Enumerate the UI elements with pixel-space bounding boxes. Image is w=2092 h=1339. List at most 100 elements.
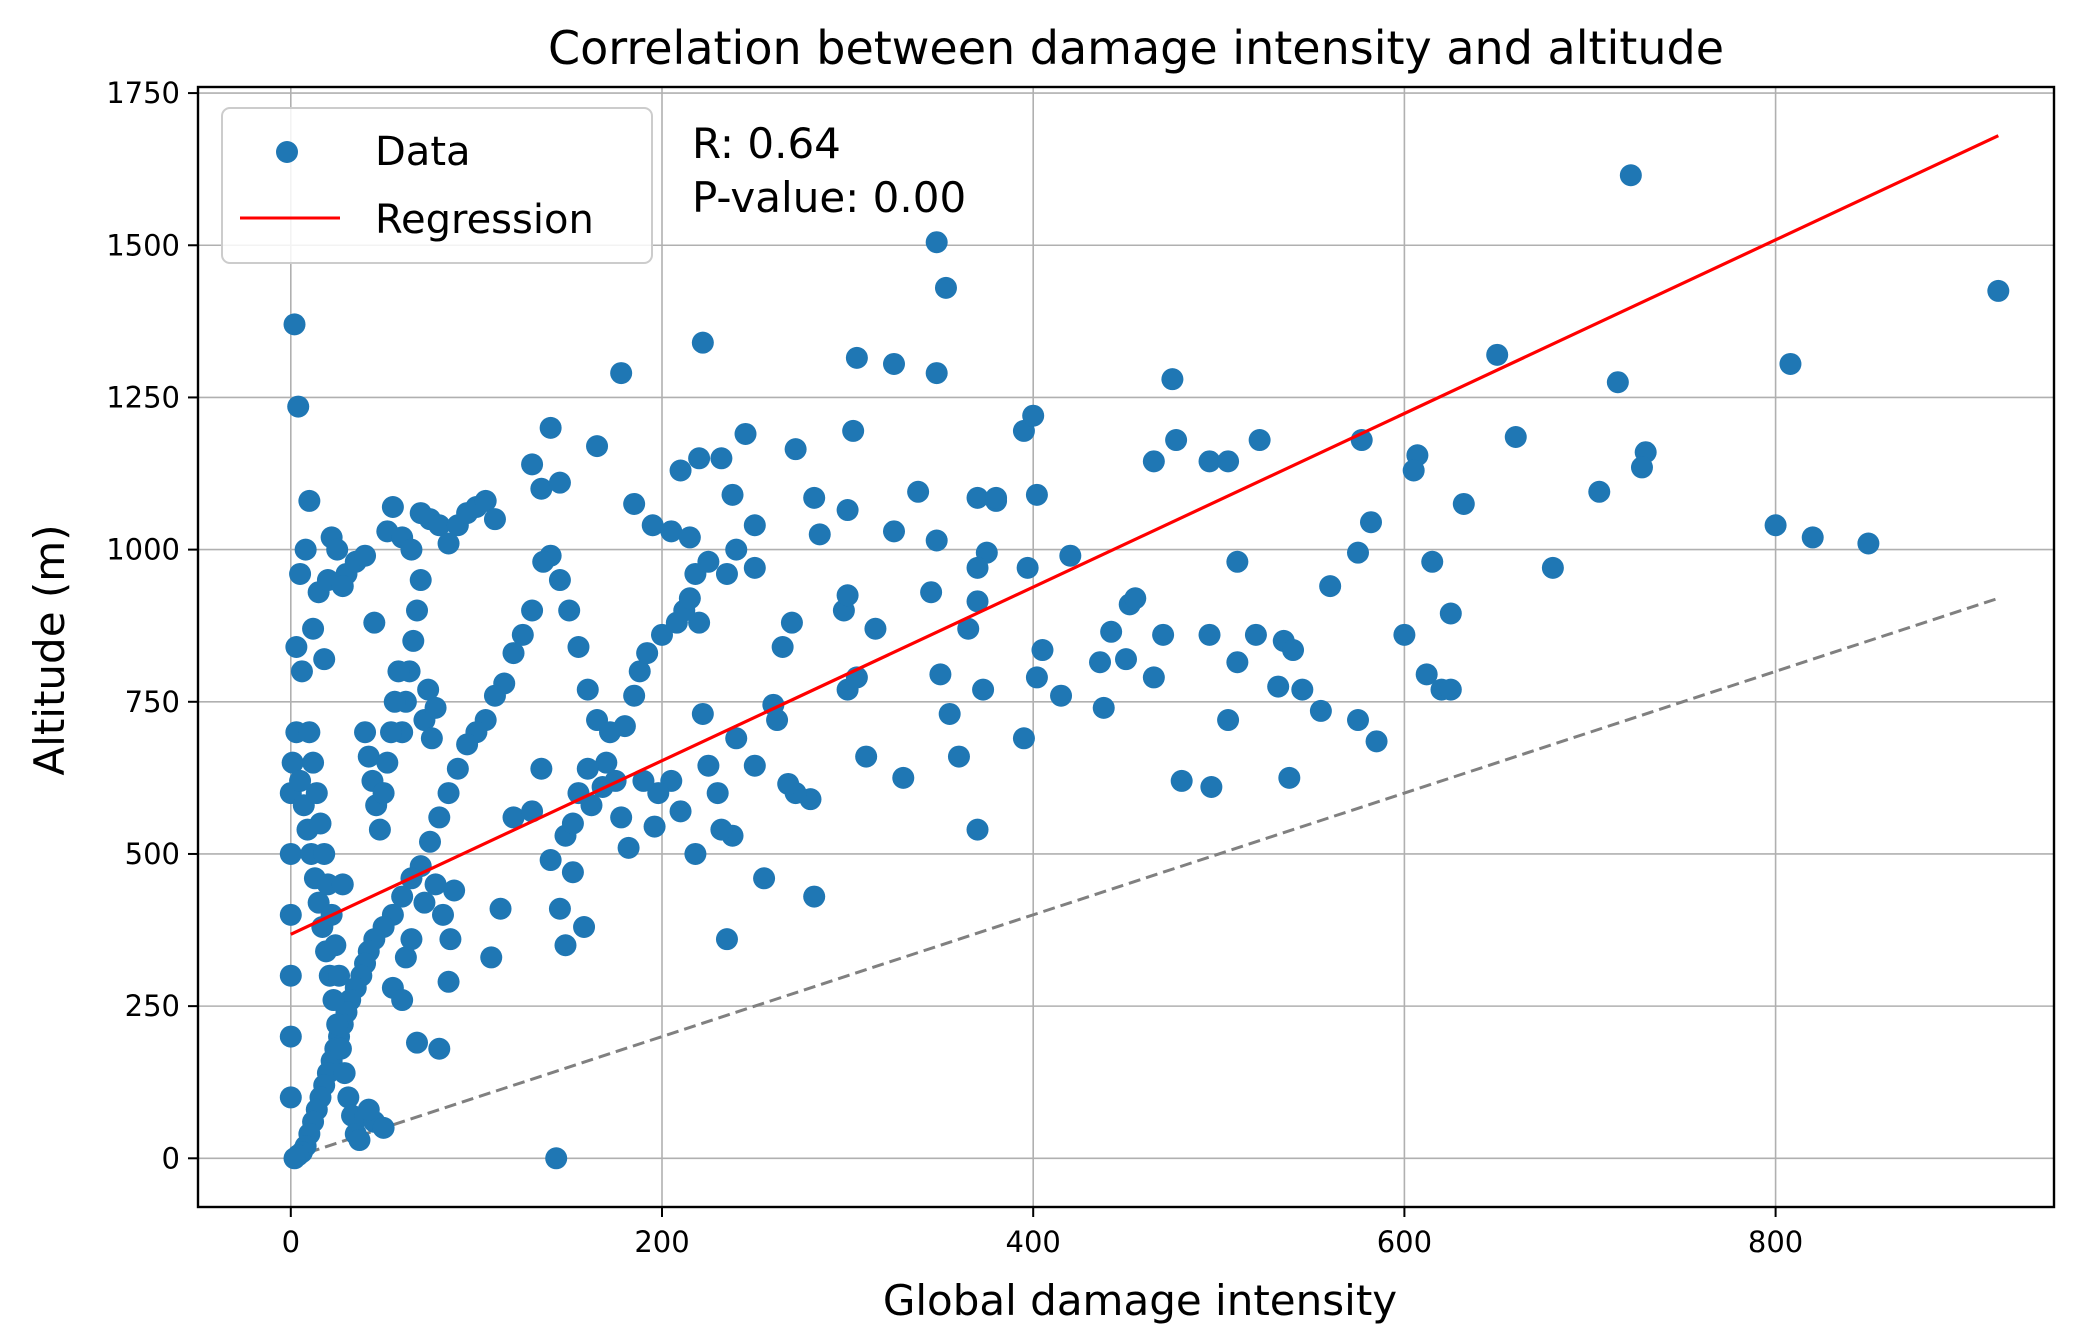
data-point <box>530 757 553 780</box>
data-point <box>938 702 961 725</box>
data-point <box>1764 514 1787 537</box>
data-point <box>424 696 447 719</box>
reference-line <box>290 596 1999 1160</box>
data-point <box>1124 587 1147 610</box>
data-point <box>289 562 312 585</box>
data-point <box>1359 511 1382 534</box>
data-point <box>1452 492 1475 515</box>
data-point <box>972 678 995 701</box>
data-point <box>1092 696 1115 719</box>
data-point <box>883 352 905 375</box>
regression-line <box>290 134 1999 936</box>
y-tick-label: 1500 <box>106 228 180 262</box>
data-point <box>678 526 701 549</box>
data-point <box>1198 450 1221 473</box>
x-tick-label: 0 <box>282 1225 300 1259</box>
data-point <box>808 523 831 546</box>
data-point <box>1486 343 1509 366</box>
data-point <box>1857 532 1880 555</box>
data-point <box>907 480 930 503</box>
data-point <box>383 690 406 713</box>
data-point <box>651 623 673 646</box>
data-point <box>420 727 443 750</box>
data-point <box>753 867 776 890</box>
data-point <box>1365 730 1388 753</box>
data-point <box>489 897 512 920</box>
legend-data-label: Data <box>375 129 471 175</box>
data-point <box>1319 575 1342 598</box>
data-point <box>424 873 447 896</box>
data-point <box>417 678 440 701</box>
data-point <box>357 1098 380 1121</box>
data-point <box>678 587 701 610</box>
data-point <box>580 794 603 817</box>
data-point <box>1347 541 1369 564</box>
data-point <box>279 842 302 865</box>
data-point <box>1244 623 1267 646</box>
data-point <box>966 818 989 841</box>
data-point <box>966 486 989 509</box>
data-point <box>357 745 380 768</box>
data-point <box>1217 709 1240 732</box>
data-point <box>1606 371 1629 394</box>
data-point <box>456 733 479 756</box>
legend-data-marker <box>276 141 298 163</box>
data-point <box>331 575 354 598</box>
data-point <box>743 556 766 579</box>
data-point <box>1200 776 1223 798</box>
data-point <box>381 496 404 518</box>
data-point <box>1031 639 1054 662</box>
data-point <box>443 879 466 902</box>
data-point <box>595 751 618 774</box>
y-tick-label: 0 <box>162 1141 180 1175</box>
data-point <box>289 769 312 792</box>
data-point <box>784 438 807 461</box>
data-point <box>354 721 377 744</box>
data-point <box>1630 456 1653 479</box>
data-point <box>437 532 460 555</box>
data-point <box>934 276 957 299</box>
data-point <box>439 928 462 951</box>
data-point <box>1170 769 1193 792</box>
data-point <box>324 934 347 957</box>
data-point <box>394 946 417 969</box>
data-point <box>1142 666 1165 689</box>
data-point <box>1198 623 1221 646</box>
x-tick-label: 400 <box>1006 1225 1061 1259</box>
data-point <box>1541 556 1564 579</box>
data-point <box>1439 602 1462 625</box>
data-point <box>561 861 584 884</box>
data-point <box>502 642 525 665</box>
data-point <box>294 538 317 561</box>
data-point <box>743 514 766 537</box>
data-point <box>925 231 948 254</box>
data-point <box>1421 550 1444 573</box>
data-point <box>1152 623 1175 646</box>
data-point <box>483 684 506 707</box>
data-point <box>636 642 659 665</box>
data-point <box>1161 368 1184 391</box>
data-point <box>803 486 826 509</box>
data-point <box>483 508 506 531</box>
data-point <box>313 842 336 865</box>
data-point <box>372 1116 395 1139</box>
data-point <box>437 782 460 805</box>
data-point <box>925 529 948 552</box>
data-point <box>697 754 720 777</box>
data-point <box>539 416 562 439</box>
data-point <box>966 556 989 579</box>
data-point <box>532 550 555 573</box>
data-point <box>548 897 571 920</box>
data-point <box>548 569 571 592</box>
data-point <box>1415 663 1438 686</box>
data-point <box>558 599 581 622</box>
data-point <box>561 812 584 835</box>
data-point <box>617 836 640 859</box>
data-point <box>302 617 325 640</box>
data-point <box>567 636 590 658</box>
data-point <box>836 584 859 607</box>
data-point <box>428 1037 451 1060</box>
data-point <box>957 617 980 640</box>
ticks-layer: 0 200 400 600 800 0 250 500 750 1000 1250 1500 1750 <box>106 76 1803 1259</box>
